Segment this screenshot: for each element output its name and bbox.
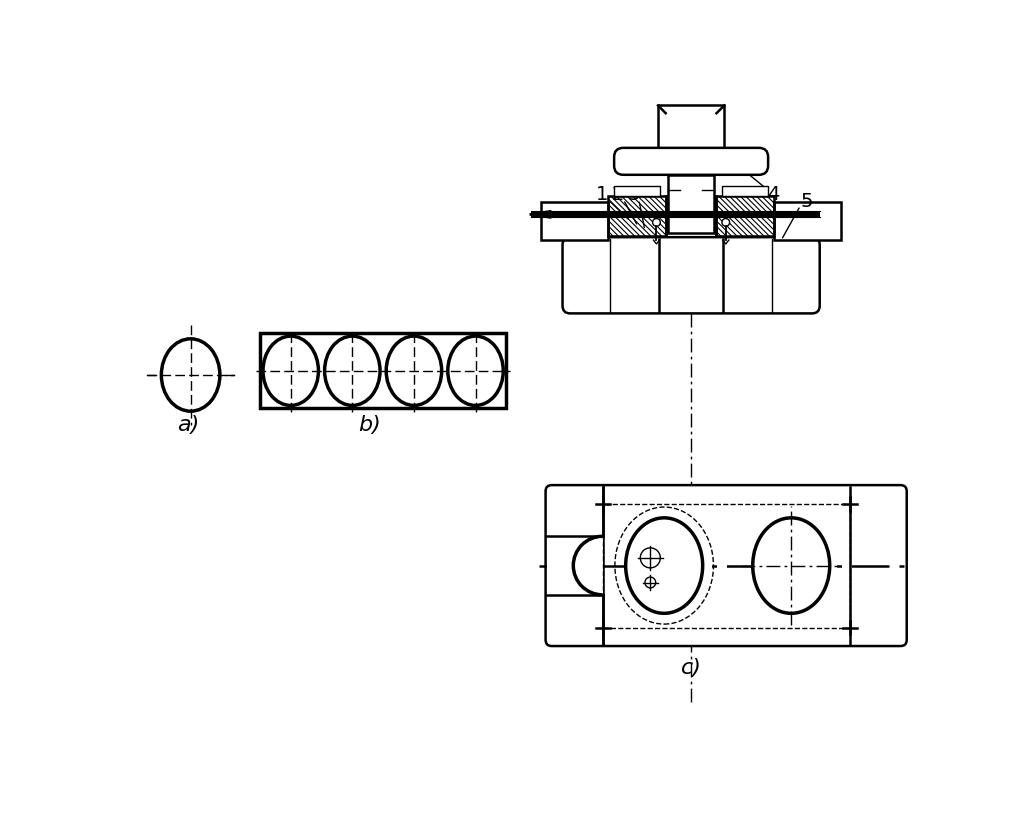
Ellipse shape	[447, 336, 503, 405]
Bar	[608, 196, 667, 236]
Circle shape	[646, 554, 654, 562]
Bar	[614, 186, 660, 196]
Bar	[541, 202, 608, 240]
Bar	[260, 333, 506, 408]
Circle shape	[645, 577, 655, 588]
Circle shape	[643, 551, 657, 565]
Text: 1: 1	[596, 184, 608, 204]
Text: 5: 5	[801, 192, 813, 211]
Ellipse shape	[386, 336, 441, 405]
Ellipse shape	[753, 518, 829, 614]
Bar	[667, 196, 716, 236]
Ellipse shape	[162, 339, 220, 412]
Text: 4: 4	[767, 184, 779, 204]
Text: c): c)	[681, 658, 701, 677]
Bar	[658, 239, 724, 312]
Circle shape	[722, 218, 730, 227]
FancyBboxPatch shape	[562, 237, 819, 314]
Text: b): b)	[357, 415, 381, 435]
Circle shape	[640, 548, 660, 568]
Bar	[658, 105, 724, 148]
Text: a): a)	[177, 415, 200, 435]
Bar	[531, 211, 820, 218]
Bar	[716, 196, 774, 236]
Text: 2: 2	[611, 184, 625, 204]
FancyBboxPatch shape	[614, 148, 768, 174]
Ellipse shape	[325, 336, 380, 405]
Bar	[547, 536, 602, 595]
Ellipse shape	[263, 336, 318, 405]
Bar	[722, 186, 768, 196]
Bar	[668, 174, 714, 232]
Ellipse shape	[626, 518, 702, 614]
Bar	[774, 202, 842, 240]
FancyBboxPatch shape	[546, 485, 906, 646]
Text: 3: 3	[627, 184, 640, 204]
Circle shape	[652, 218, 660, 227]
Bar	[602, 504, 850, 628]
